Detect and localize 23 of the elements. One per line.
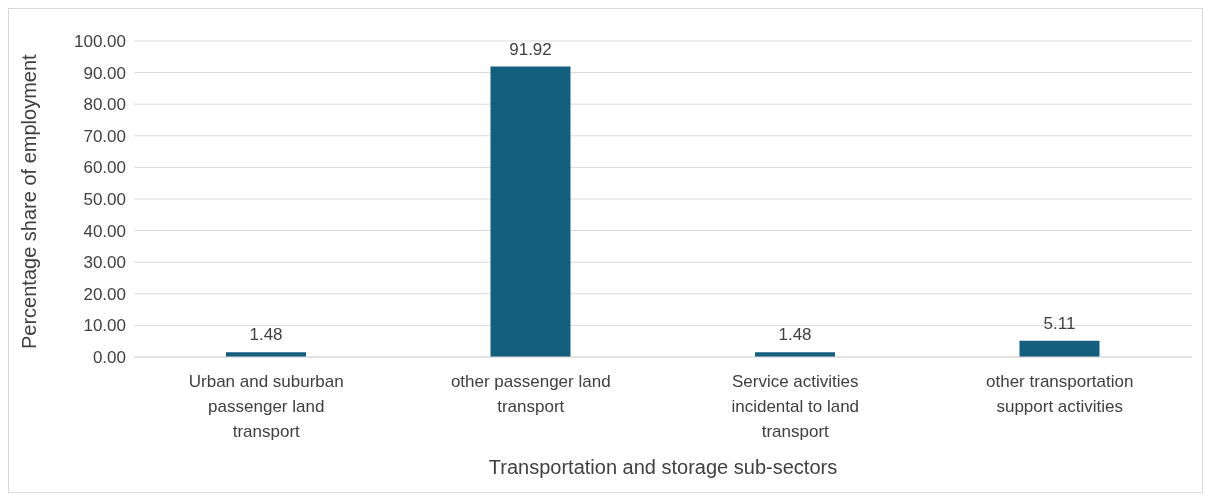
y-tick-label: 40.00 <box>83 221 126 241</box>
x-tick-label: other transportation support activities <box>986 372 1134 416</box>
y-tick-label: 50.00 <box>83 190 126 210</box>
data-label: 1.48 <box>249 325 283 345</box>
y-tick-label: 0.00 <box>92 348 126 368</box>
y-tick-label: 10.00 <box>83 316 126 336</box>
bar <box>490 66 571 357</box>
y-tick-label: 60.00 <box>83 158 126 178</box>
data-label: 91.92 <box>509 39 552 59</box>
y-tick-label: 100.00 <box>74 32 126 52</box>
x-axis-title: Transportation and storage sub-sectors <box>488 456 838 478</box>
x-tick-label: Urban and suburban passenger land transport <box>188 372 344 441</box>
x-tick-label: Service activities incidental to land transport <box>731 372 860 441</box>
x-tick-label: other passenger land transport <box>450 372 611 416</box>
y-tick-label: 90.00 <box>83 63 126 83</box>
bar <box>1019 340 1100 357</box>
data-label: 1.48 <box>778 325 812 345</box>
y-tick-label: 20.00 <box>83 284 126 304</box>
y-tick-label: 80.00 <box>83 95 126 115</box>
data-label: 5.11 <box>1043 313 1076 333</box>
y-tick-label: 30.00 <box>83 253 126 273</box>
y-axis-title: Percentage share of employment <box>18 53 41 349</box>
y-tick-label: 70.00 <box>83 126 126 146</box>
